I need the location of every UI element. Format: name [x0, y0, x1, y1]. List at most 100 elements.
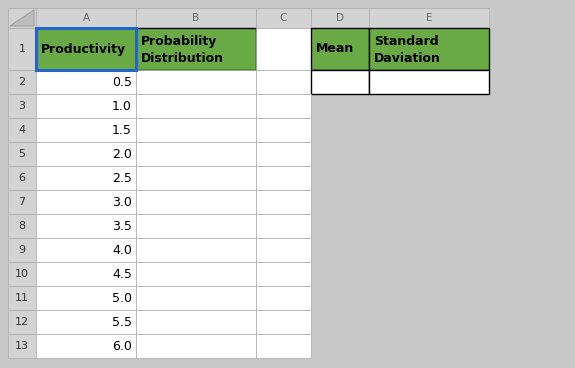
Bar	[8, 8, 36, 28]
Bar	[8, 166, 36, 190]
Bar	[36, 166, 136, 190]
Bar	[136, 310, 256, 334]
Bar	[136, 238, 256, 262]
Bar	[8, 262, 36, 286]
Text: 1.5: 1.5	[112, 124, 132, 137]
Text: 13: 13	[15, 341, 29, 351]
Bar	[8, 118, 36, 142]
Text: 3.5: 3.5	[112, 219, 132, 233]
Bar	[36, 28, 136, 70]
Text: 3: 3	[18, 101, 25, 111]
Bar	[36, 142, 136, 166]
Bar	[8, 286, 36, 310]
Bar	[136, 94, 256, 118]
Bar	[369, 70, 489, 94]
Bar	[256, 70, 311, 94]
Bar	[8, 70, 36, 94]
Bar	[256, 118, 311, 142]
Bar	[36, 238, 136, 262]
Bar	[256, 142, 311, 166]
Text: 9: 9	[18, 245, 25, 255]
Bar	[36, 94, 136, 118]
Bar	[136, 70, 256, 94]
Text: 1: 1	[18, 44, 25, 54]
Bar	[136, 334, 256, 358]
Text: 5: 5	[18, 149, 25, 159]
Bar	[8, 214, 36, 238]
Bar	[136, 262, 256, 286]
Text: Probability: Probability	[141, 35, 217, 48]
Bar	[256, 94, 311, 118]
Bar	[256, 286, 311, 310]
Bar	[36, 286, 136, 310]
Text: 8: 8	[18, 221, 25, 231]
Bar	[256, 214, 311, 238]
Text: 2: 2	[18, 77, 25, 87]
Bar	[36, 334, 136, 358]
Text: 5.5: 5.5	[112, 315, 132, 329]
Bar	[136, 142, 256, 166]
Bar	[8, 334, 36, 358]
Text: 10: 10	[15, 269, 29, 279]
Bar	[136, 166, 256, 190]
Bar	[311, 8, 369, 28]
Text: Productivity: Productivity	[41, 42, 126, 56]
Bar	[136, 190, 256, 214]
Text: 2.0: 2.0	[112, 148, 132, 160]
Bar	[136, 8, 256, 28]
Bar	[256, 190, 311, 214]
Polygon shape	[10, 10, 34, 26]
Text: 5.0: 5.0	[112, 291, 132, 304]
Bar	[36, 118, 136, 142]
Text: 2.5: 2.5	[112, 171, 132, 184]
Text: A: A	[82, 13, 90, 23]
Bar	[256, 166, 311, 190]
Text: 4.0: 4.0	[112, 244, 132, 256]
Text: 7: 7	[18, 197, 25, 207]
Bar	[36, 70, 136, 94]
Text: 4: 4	[18, 125, 25, 135]
Text: 1.0: 1.0	[112, 99, 132, 113]
Text: 6: 6	[18, 173, 25, 183]
Bar	[8, 142, 36, 166]
Text: Distribution: Distribution	[141, 52, 224, 65]
Bar	[8, 94, 36, 118]
Bar	[36, 214, 136, 238]
Bar	[136, 286, 256, 310]
Bar	[36, 190, 136, 214]
Bar	[136, 28, 256, 70]
Bar	[36, 310, 136, 334]
Bar	[36, 8, 136, 28]
Bar	[256, 262, 311, 286]
Bar	[256, 8, 311, 28]
Text: 12: 12	[15, 317, 29, 327]
Bar	[311, 28, 369, 70]
Text: 3.0: 3.0	[112, 195, 132, 209]
Bar	[8, 28, 36, 70]
Text: Standard: Standard	[374, 35, 439, 48]
Text: B: B	[193, 13, 200, 23]
Bar	[369, 8, 489, 28]
Text: 4.5: 4.5	[112, 268, 132, 280]
Bar	[256, 310, 311, 334]
Text: Daviation: Daviation	[374, 52, 441, 65]
Text: Mean: Mean	[316, 42, 354, 56]
Bar	[311, 70, 369, 94]
Bar	[136, 118, 256, 142]
Text: C: C	[280, 13, 287, 23]
Bar	[36, 28, 136, 70]
Bar	[256, 238, 311, 262]
Bar	[256, 334, 311, 358]
Bar	[8, 190, 36, 214]
Bar	[136, 214, 256, 238]
Text: 11: 11	[15, 293, 29, 303]
Bar	[8, 310, 36, 334]
Text: 0.5: 0.5	[112, 75, 132, 88]
Bar	[36, 262, 136, 286]
Bar	[8, 238, 36, 262]
Bar	[369, 28, 489, 70]
Text: 6.0: 6.0	[112, 340, 132, 353]
Text: D: D	[336, 13, 344, 23]
Bar	[256, 28, 311, 70]
Text: E: E	[426, 13, 432, 23]
